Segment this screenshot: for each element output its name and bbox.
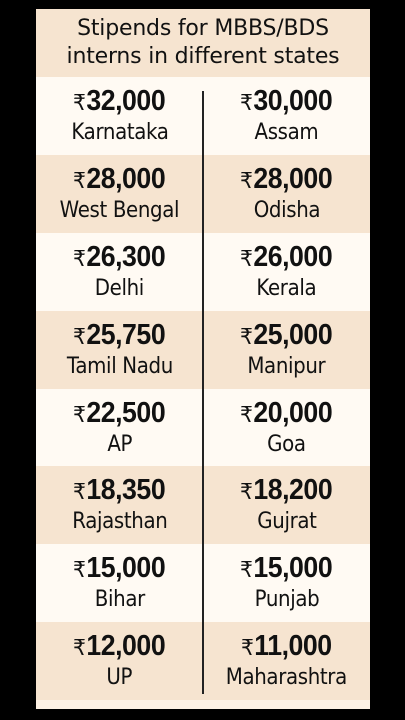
state-name: Goa (267, 431, 306, 457)
state-stipend-cell: ₹11,000 Maharashtra (203, 630, 370, 692)
rupee-symbol: ₹ (240, 245, 253, 271)
rupee-symbol: ₹ (73, 89, 86, 115)
stipend-amount: ₹20,000 (240, 396, 333, 431)
state-name: Gujrat (256, 509, 317, 535)
amount-value: 18,350 (86, 474, 166, 507)
amount-value: 28,000 (86, 162, 166, 195)
header-line-2: interns in different states (66, 44, 340, 69)
amount-value: 28,000 (253, 162, 333, 195)
rupee-symbol: ₹ (73, 479, 86, 505)
state-stipend-cell: ₹32,000 Karnataka (36, 85, 203, 147)
stipend-amount: ₹25,750 (73, 318, 166, 353)
stipend-amount: ₹30,000 (240, 84, 333, 119)
table-row: ₹32,000 Karnataka ₹30,000 Assam (36, 77, 370, 155)
rupee-symbol: ₹ (73, 167, 86, 193)
state-name: West Bengal (59, 197, 180, 223)
state-name: Maharashtra (225, 665, 348, 691)
amount-value: 26,000 (253, 240, 333, 273)
rupee-symbol: ₹ (73, 557, 86, 583)
state-stipend-cell: ₹30,000 Assam (203, 85, 370, 147)
state-name: Assam (254, 119, 319, 145)
stipend-amount: ₹32,000 (73, 84, 166, 119)
state-stipend-cell: ₹15,000 Punjab (203, 552, 370, 614)
stipend-amount: ₹18,200 (240, 474, 333, 508)
state-name: Odisha (253, 197, 320, 223)
rupee-symbol: ₹ (73, 401, 86, 427)
stipend-amount: ₹11,000 (241, 630, 332, 664)
stipend-amount: ₹18,350 (73, 474, 166, 508)
state-stipend-cell: ₹20,000 Goa (203, 397, 370, 459)
state-name: Kerala (256, 275, 317, 301)
state-name: AP (107, 431, 132, 457)
state-stipend-cell: ₹25,750 Tamil Nadu (36, 319, 203, 381)
state-stipend-cell: ₹18,200 Gujrat (203, 474, 370, 536)
stipend-amount: ₹25,000 (240, 318, 333, 353)
state-name: Karnataka (70, 119, 169, 145)
rupee-symbol: ₹ (73, 323, 86, 349)
stipend-table: ₹32,000 Karnataka ₹30,000 Assam ₹28,000 West … (36, 77, 370, 701)
state-name: Rajasthan (71, 509, 168, 535)
rupee-symbol: ₹ (73, 635, 86, 661)
amount-value: 26,300 (86, 240, 166, 273)
stipend-infographic: Stipends for MBBS/BDS interns in differe… (36, 9, 370, 709)
state-stipend-cell: ₹26,000 Kerala (203, 241, 370, 303)
rupee-symbol: ₹ (241, 635, 254, 661)
state-stipend-cell: ₹12,000 UP (36, 630, 203, 692)
state-name: UP (106, 665, 133, 691)
state-stipend-cell: ₹15,000 Bihar (36, 552, 203, 614)
stipend-amount: ₹26,000 (240, 240, 333, 275)
amount-value: 25,000 (253, 318, 333, 351)
amount-value: 22,500 (86, 396, 166, 429)
state-name: Delhi (94, 275, 145, 301)
rupee-symbol: ₹ (240, 401, 253, 427)
amount-value: 11,000 (254, 630, 332, 663)
amount-value: 25,750 (86, 318, 166, 351)
state-name: Bihar (94, 587, 145, 613)
rupee-symbol: ₹ (240, 557, 253, 583)
stipend-amount: ₹22,500 (73, 396, 166, 431)
state-stipend-cell: ₹22,500 AP (36, 397, 203, 459)
state-stipend-cell: ₹18,350 Rajasthan (36, 474, 203, 536)
column-divider (202, 91, 204, 695)
state-stipend-cell: ₹25,000 Manipur (203, 319, 370, 381)
amount-value: 30,000 (253, 84, 333, 117)
header-line-1: Stipends for MBBS/BDS (77, 16, 329, 41)
state-name: Manipur (247, 353, 326, 379)
rupee-symbol: ₹ (240, 89, 253, 115)
rupee-symbol: ₹ (240, 323, 253, 349)
rupee-symbol: ₹ (240, 167, 253, 193)
stipend-amount: ₹15,000 (240, 552, 333, 586)
amount-value: 18,200 (253, 474, 333, 507)
state-name: Punjab (254, 587, 319, 613)
stipend-amount: ₹26,300 (73, 240, 166, 275)
amount-value: 15,000 (86, 552, 166, 585)
stipend-amount: ₹12,000 (73, 630, 166, 664)
rupee-symbol: ₹ (73, 245, 86, 271)
amount-value: 20,000 (253, 396, 333, 429)
infographic-header: Stipends for MBBS/BDS interns in differe… (36, 9, 370, 77)
rupee-symbol: ₹ (240, 479, 253, 505)
amount-value: 15,000 (253, 552, 333, 585)
amount-value: 12,000 (86, 630, 166, 663)
stipend-amount: ₹28,000 (73, 162, 166, 197)
state-name: Tamil Nadu (66, 353, 173, 379)
amount-value: 32,000 (86, 84, 166, 117)
stipend-amount: ₹28,000 (240, 162, 333, 197)
state-stipend-cell: ₹28,000 Odisha (203, 163, 370, 225)
state-stipend-cell: ₹26,300 Delhi (36, 241, 203, 303)
stipend-amount: ₹15,000 (73, 552, 166, 586)
state-stipend-cell: ₹28,000 West Bengal (36, 163, 203, 225)
